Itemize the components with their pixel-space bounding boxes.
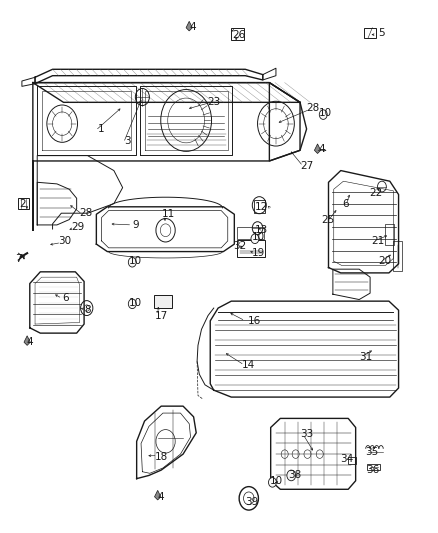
Circle shape xyxy=(251,234,259,244)
Text: 34: 34 xyxy=(340,455,353,464)
Polygon shape xyxy=(155,490,161,500)
Text: 5: 5 xyxy=(378,28,385,38)
Text: 11: 11 xyxy=(162,209,175,219)
Bar xyxy=(254,200,265,213)
Bar xyxy=(237,227,264,239)
Circle shape xyxy=(287,470,296,481)
Text: 6: 6 xyxy=(343,199,350,208)
Bar xyxy=(231,28,244,40)
Text: 30: 30 xyxy=(58,236,71,246)
Text: 1: 1 xyxy=(97,124,104,134)
Text: 25: 25 xyxy=(321,215,334,224)
Text: 4: 4 xyxy=(189,22,196,31)
Text: 14: 14 xyxy=(242,360,255,370)
Text: 8: 8 xyxy=(84,305,91,315)
Text: 3: 3 xyxy=(124,136,131,146)
Text: 9: 9 xyxy=(132,220,139,230)
Text: 36: 36 xyxy=(366,465,379,475)
Bar xyxy=(393,241,402,271)
Text: 16: 16 xyxy=(247,316,261,326)
Text: 27: 27 xyxy=(300,161,313,171)
Text: 12: 12 xyxy=(255,202,268,212)
Text: 33: 33 xyxy=(300,430,313,439)
Text: 4: 4 xyxy=(158,492,165,502)
Text: 10: 10 xyxy=(318,108,332,118)
Circle shape xyxy=(128,257,136,267)
Text: 38: 38 xyxy=(288,471,301,480)
Circle shape xyxy=(319,110,327,119)
Polygon shape xyxy=(314,144,321,154)
Text: 20: 20 xyxy=(378,256,391,266)
Text: 2: 2 xyxy=(19,199,26,208)
Text: 23: 23 xyxy=(207,98,220,107)
Text: 22: 22 xyxy=(369,188,382,198)
Text: 10: 10 xyxy=(129,298,142,308)
Bar xyxy=(367,464,380,470)
Bar xyxy=(154,295,172,308)
Text: 31: 31 xyxy=(359,352,372,362)
Text: 29: 29 xyxy=(71,222,85,231)
Text: 6: 6 xyxy=(62,294,69,303)
Text: 32: 32 xyxy=(233,241,247,251)
Text: 21: 21 xyxy=(371,236,384,246)
Text: 10: 10 xyxy=(129,256,142,266)
Text: 19: 19 xyxy=(252,248,265,258)
Text: 35: 35 xyxy=(365,447,378,457)
Bar xyxy=(18,198,29,209)
Text: 28: 28 xyxy=(79,208,92,218)
Polygon shape xyxy=(186,21,192,31)
Text: 18: 18 xyxy=(155,453,168,462)
Text: 17: 17 xyxy=(155,311,168,320)
Bar xyxy=(385,224,394,245)
Bar xyxy=(237,240,265,257)
Polygon shape xyxy=(24,336,30,345)
Text: 39: 39 xyxy=(245,497,258,507)
Text: 10: 10 xyxy=(252,232,265,242)
Bar xyxy=(348,457,356,464)
Text: 10: 10 xyxy=(269,476,283,486)
Text: 4: 4 xyxy=(318,144,325,154)
Text: 4: 4 xyxy=(26,337,33,347)
Text: 26: 26 xyxy=(232,30,245,39)
Text: 13: 13 xyxy=(255,225,268,235)
Circle shape xyxy=(268,478,276,487)
Circle shape xyxy=(128,299,136,309)
Text: 7: 7 xyxy=(15,254,22,263)
Bar xyxy=(364,28,376,38)
Text: 28: 28 xyxy=(307,103,320,112)
